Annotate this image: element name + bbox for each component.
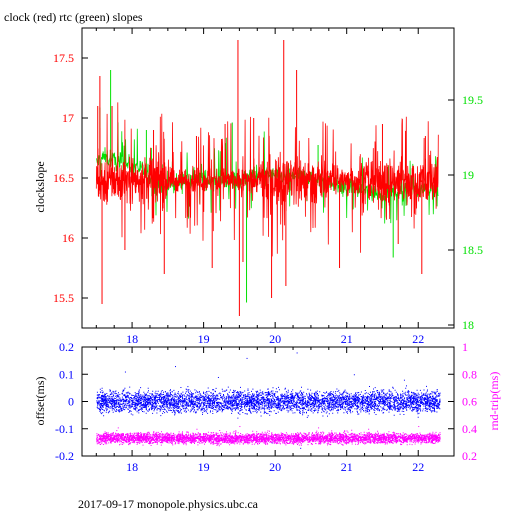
clock-series [95, 40, 439, 316]
slopes-x-ticks: 18 19 20 21 22 [95, 28, 424, 346]
footer-caption: 2017-09-17 monopole.physics.ubc.ca [78, 497, 259, 511]
offset-outlier [124, 371, 126, 373]
clockslope-tick-label: 16.5 [53, 171, 74, 185]
rndtrip-outlier [196, 428, 198, 430]
rtc-tick-label: 19 [462, 168, 474, 182]
offset-y-ticks: -0.2 -0.1 0 0.1 0.2 [55, 340, 88, 463]
x-tick-label: 19 [198, 460, 210, 474]
rndtrip-tick-label: 0.2 [462, 449, 477, 463]
offset-points [96, 385, 441, 419]
x-tick-label: 20 [269, 460, 281, 474]
offset-outlier [217, 376, 219, 378]
rtc-tick-label: 18.5 [462, 243, 483, 257]
rndtrip-tick-label: 0.8 [462, 367, 477, 381]
offset-tick-label: -0.2 [55, 449, 74, 463]
rndtrip-tick-label: 0.6 [462, 395, 477, 409]
offset-outlier [403, 379, 405, 381]
offset-tick-label: 0.2 [59, 340, 74, 354]
offset-x-ticks: 18 19 20 21 22 [95, 347, 424, 474]
clock-line [95, 102, 439, 257]
rndtrip-outlier [239, 426, 241, 428]
offset-tick-label: -0.1 [55, 422, 74, 436]
x-tick-label: 18 [126, 460, 138, 474]
rndtrip-outlier [418, 426, 420, 428]
x-tick-label: 22 [412, 460, 424, 474]
slopes-y2-ticks: 18 18.5 19 19.5 [448, 93, 483, 332]
slopes-panel: clockslope 18 19 20 21 22 15.5 16 16.5 17 17.5 1… [33, 27, 483, 346]
rtc-tick-label: 18 [462, 318, 474, 332]
offset-panel: offset(ms) rnd-trip(ms) 18 19 20 21 22 -0.2-… [33, 340, 501, 474]
rndtrip-y2-ticks: 0.2 0.4 0.6 0.8 1 [448, 340, 477, 463]
rndtrip-tick-label: 0.4 [462, 422, 477, 436]
rndtrip-tick-label: 1 [462, 340, 468, 354]
offset-tick-label: 0.1 [59, 367, 74, 381]
clockslope-tick-label: 17.5 [53, 51, 74, 65]
x-tick-label: 18 [126, 332, 138, 346]
x-tick-label: 22 [412, 332, 424, 346]
rndtrip-points [96, 429, 441, 447]
slopes-y-label: clockslope [33, 161, 47, 212]
rndtrip-outlier [318, 427, 320, 429]
rndtrip-outlier [368, 428, 370, 430]
clockslope-tick-label: 15.5 [53, 291, 74, 305]
rndtrip-outlier [117, 427, 119, 429]
offset-series [96, 352, 441, 449]
offset-outlier [300, 447, 302, 449]
clockslope-tick-label: 17 [62, 111, 74, 125]
offset-outlier [353, 374, 355, 376]
offset-outlier [246, 357, 248, 359]
offset-outlier [296, 352, 298, 354]
offset-outlier [175, 366, 176, 368]
clockslope-tick-label: 16 [62, 231, 74, 245]
slopes-y-ticks: 15.5 16 16.5 17 17.5 [53, 51, 88, 305]
rndtrip-y-label: rnd-trip(ms) [487, 372, 501, 431]
x-tick-label: 21 [341, 460, 353, 474]
rndtrip-series [96, 426, 441, 447]
x-tick-label: 20 [269, 332, 281, 346]
offset-outlier [271, 442, 273, 444]
chart-title: clock (red) rtc (green) slopes [4, 10, 143, 24]
offset-y-label: offset(ms) [33, 376, 47, 425]
x-tick-label: 21 [341, 332, 353, 346]
rtc-tick-label: 19.5 [462, 93, 483, 107]
x-tick-label: 19 [198, 332, 210, 346]
offset-tick-label: 0 [68, 395, 74, 409]
